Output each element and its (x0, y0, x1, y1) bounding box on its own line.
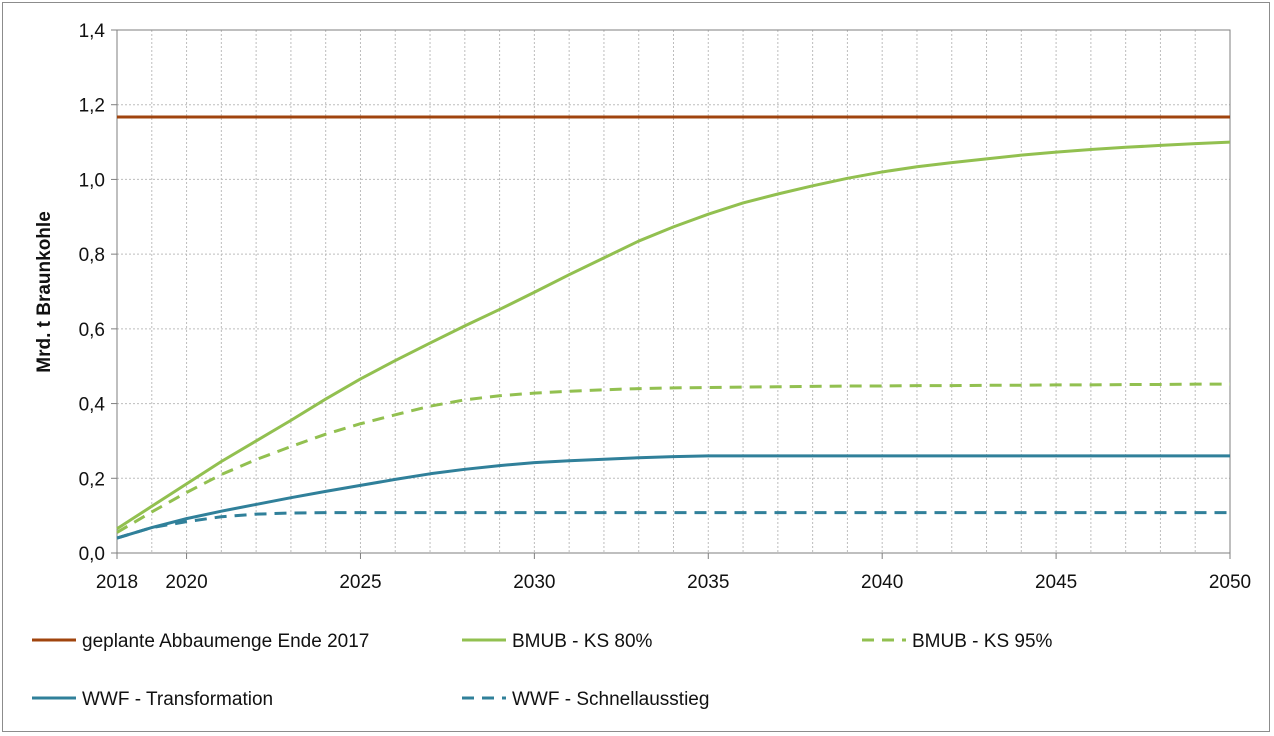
x-tick-label: 2018 (96, 572, 138, 593)
y-tick-label: 0,0 (79, 544, 105, 565)
y-tick-label: 0,2 (79, 469, 105, 490)
legend-label-2: BMUB - KS 95% (912, 631, 1053, 652)
x-tick-label: 2030 (513, 572, 555, 593)
legend-label-4: WWF - Schnellausstieg (512, 689, 709, 710)
y-axis-label: Mrd. t Braunkohle (34, 211, 55, 373)
grid (117, 30, 1230, 553)
axes (111, 29, 1231, 559)
series-line-4 (116, 511, 1230, 540)
x-tick-label: 2025 (339, 572, 381, 593)
y-tick-label: 1,2 (79, 96, 105, 117)
legend-label-0: geplante Abbaumenge Ende 2017 (82, 631, 369, 652)
y-tick-label: 1,0 (79, 170, 105, 191)
y-tick-labels: 0,0 0,2 0,4 0,6 0,8 1,0 1,2 1,4 (79, 21, 106, 565)
y-tick-label: 1,4 (79, 21, 106, 42)
plot-area-border (116, 29, 1231, 554)
x-tick-label: 2050 (1209, 572, 1251, 593)
y-tick-label: 0,4 (79, 395, 106, 416)
y-tick-label: 0,8 (79, 245, 105, 266)
legend-label-3: WWF - Transformation (82, 689, 273, 710)
legend: geplante Abbaumenge Ende 2017 BMUB - KS 8… (32, 631, 1053, 710)
series-line-2 (116, 382, 1230, 534)
legend-label-1: BMUB - KS 80% (512, 631, 653, 652)
series-line-3 (116, 454, 1230, 540)
series-line-1 (116, 140, 1231, 530)
x-tick-label: 2020 (165, 572, 207, 593)
x-tick-label: 2035 (687, 572, 729, 593)
y-tick-label: 0,6 (79, 320, 105, 341)
series-lines (116, 115, 1231, 540)
x-tick-labels: 2018 2020 2025 2030 2035 2040 2045 2050 (96, 572, 1251, 593)
x-tick-label: 2045 (1035, 572, 1077, 593)
x-tick-label: 2040 (861, 572, 903, 593)
